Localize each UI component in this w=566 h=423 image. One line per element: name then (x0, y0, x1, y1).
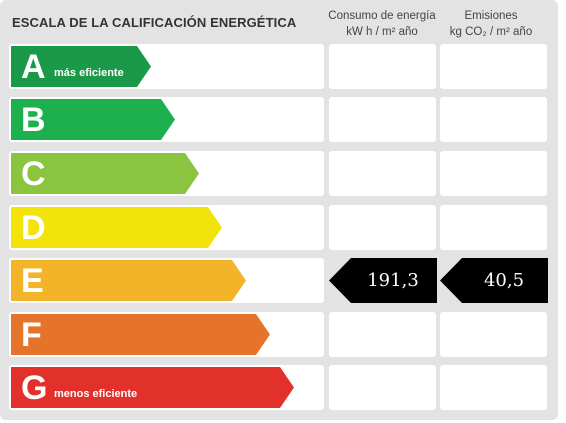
emissions-header-line2: kg CO₂ / m² año (449, 26, 533, 38)
rating-row-e: E 191,3 40,5 (0, 258, 558, 303)
consumption-cell (329, 44, 436, 89)
consumption-value-indicator: 191,3 (329, 258, 437, 308)
rating-label-box: B (9, 97, 324, 142)
rating-row-c: C (0, 151, 558, 196)
emissions-cell: 40,5 (440, 258, 548, 303)
energy-rating-card: ESCALA DE LA CALIFICACIÓN ENERGÉTICA Con… (0, 0, 558, 420)
rating-arrow-shape (11, 367, 294, 408)
rating-letter: G (21, 369, 48, 407)
rating-letter: E (21, 262, 44, 300)
rating-label-box: E (9, 258, 324, 303)
rating-letter: D (21, 209, 46, 247)
rating-label-box: F (9, 312, 324, 357)
emissions-cell (440, 151, 547, 196)
emissions-cell (440, 365, 547, 410)
emissions-cell (440, 44, 547, 89)
emissions-cell (440, 97, 547, 142)
consumption-cell (329, 97, 436, 142)
consumption-cell (329, 205, 436, 250)
emissions-cell (440, 312, 547, 357)
rating-arrow-shape (11, 260, 246, 301)
column-header-consumption: Consumo de energía kW h / m² año (327, 8, 437, 40)
rating-letter: A (21, 48, 46, 86)
rating-row-f: F (0, 312, 558, 357)
indicator-arrow-shape (329, 258, 437, 303)
consumption-header-line1: Consumo de energía (328, 10, 436, 22)
scale-title: ESCALA DE LA CALIFICACIÓN ENERGÉTICA (12, 15, 297, 30)
consumption-cell: 191,3 (329, 258, 437, 303)
rating-label-box: C (9, 151, 324, 196)
emissions-cell (440, 205, 547, 250)
rating-sublabel: más eficiente (54, 67, 124, 79)
rating-label-box: D (9, 205, 324, 250)
rating-arrow-shape (11, 99, 175, 140)
emissions-value-indicator-text: 40,5 (483, 270, 525, 291)
rating-arrow-d: D (11, 207, 222, 248)
consumption-header-line2: kW h / m² año (346, 26, 418, 38)
rating-letter: F (21, 316, 42, 354)
rating-arrow-shape (11, 46, 151, 87)
rating-arrow-c: C (11, 153, 199, 194)
rating-arrow-shape (11, 314, 270, 355)
rating-row-d: D (0, 205, 558, 250)
rating-arrow-e: E (11, 260, 246, 301)
indicator-arrow-shape (440, 258, 548, 303)
rating-sublabel: menos eficiente (54, 388, 138, 400)
rating-row-b: B (0, 97, 558, 142)
emissions-value-indicator: 40,5 (440, 258, 548, 308)
rating-arrow-shape (11, 153, 199, 194)
consumption-cell (329, 365, 436, 410)
rating-arrow-f: F (11, 314, 270, 355)
rating-arrow-shape (11, 207, 222, 248)
rating-letter: C (21, 155, 46, 193)
rating-arrow-b: B (11, 99, 175, 140)
rating-letter: B (21, 101, 46, 139)
consumption-cell (329, 151, 436, 196)
column-header-emissions: Emisiones kg CO₂ / m² año (436, 8, 546, 40)
emissions-header-line1: Emisiones (464, 10, 518, 22)
consumption-value-indicator-text: 191,3 (367, 270, 419, 291)
consumption-cell (329, 312, 436, 357)
